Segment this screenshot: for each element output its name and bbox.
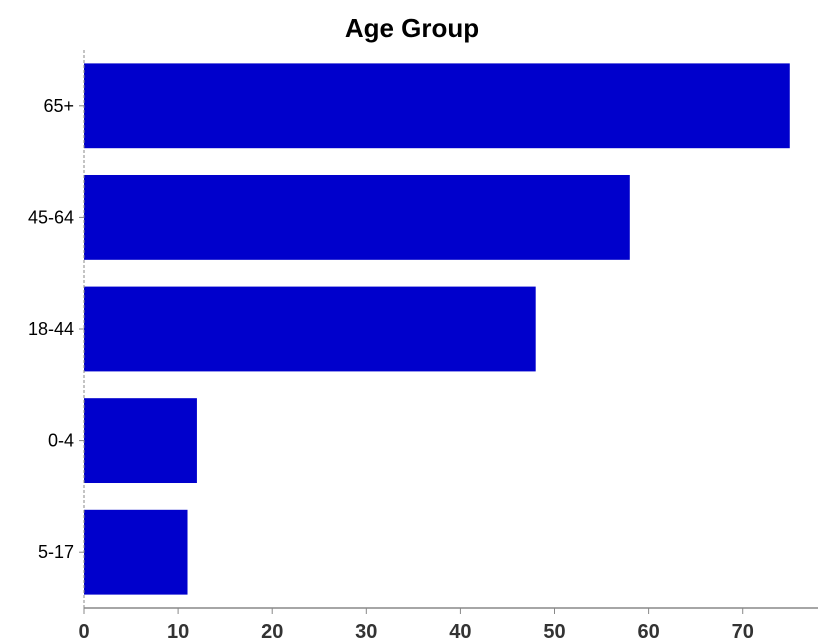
- y-tick-label: 5-17: [38, 542, 74, 562]
- chart-title: Age Group: [345, 13, 479, 43]
- x-tick-label: 0: [78, 621, 89, 643]
- bar-5-17: [84, 509, 188, 595]
- x-tick-label: 50: [543, 621, 565, 643]
- x-tick-label: 10: [167, 621, 189, 643]
- y-tick-label: 65+: [43, 96, 74, 116]
- y-tick-label: 18-44: [28, 319, 74, 339]
- bars-group: [84, 63, 790, 595]
- bar-45-64: [84, 174, 630, 260]
- y-tick-label: 0-4: [48, 431, 74, 451]
- y-tick-labels: 65+ 45-64 18-44 0-4 5-17: [28, 96, 84, 562]
- x-tick-labels: 0 10 20 30 40 50 60 70: [78, 608, 754, 643]
- x-tick-label: 20: [261, 621, 283, 643]
- x-tick-label: 70: [732, 621, 754, 643]
- x-tick-label: 40: [449, 621, 471, 643]
- x-tick-label: 30: [355, 621, 377, 643]
- bar-18-44: [84, 286, 536, 372]
- y-tick-label: 45-64: [28, 207, 74, 227]
- x-tick-label: 60: [637, 621, 659, 643]
- bar-0-4: [84, 398, 197, 484]
- bar-65+: [84, 63, 790, 149]
